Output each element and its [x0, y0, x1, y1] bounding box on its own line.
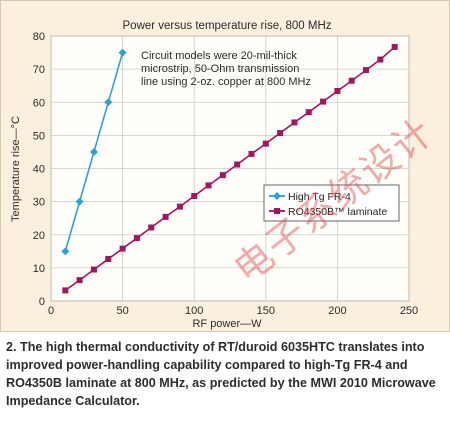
- annotation-line-1: Circuit models were 20-mil-thick: [141, 50, 297, 62]
- y-tick-label-30: 30: [33, 197, 45, 209]
- data-point-ro4350b-14: [262, 140, 269, 147]
- y-tick-label-20: 20: [33, 230, 45, 242]
- y-tick-label-50: 50: [33, 130, 45, 142]
- x-tick-label-200: 200: [328, 305, 346, 317]
- data-point-fr4-4: [118, 48, 127, 57]
- data-point-ro4350b-17: [305, 109, 312, 116]
- data-point-ro4350b-19: [334, 87, 341, 94]
- legend-label-fr4: High Tg FR-4: [288, 191, 351, 203]
- y-tick-label-40: 40: [33, 164, 45, 176]
- y-axis-label: Temperature rise—°C: [10, 116, 22, 222]
- x-axis-label: RF power—W: [192, 318, 262, 330]
- data-point-ro4350b-11: [219, 172, 226, 179]
- data-point-ro4350b-9: [191, 192, 198, 199]
- data-point-ro4350b-6: [148, 224, 155, 231]
- data-point-ro4350b-18: [320, 98, 327, 105]
- data-point-ro4350b-3: [105, 255, 112, 262]
- data-point-ro4350b-20: [348, 77, 355, 84]
- annotation-line-2: microstrip, 50-Ohm transmission: [141, 63, 299, 75]
- grid: [50, 35, 410, 302]
- data-point-fr4-0: [61, 247, 70, 256]
- y-tick-label-0: 0: [39, 296, 45, 308]
- y-tick-label-60: 60: [33, 97, 45, 109]
- data-point-fr4-1: [75, 197, 84, 206]
- data-point-ro4350b-8: [176, 203, 183, 210]
- legend-marker-ro4350b: [274, 208, 280, 214]
- data-point-ro4350b-12: [234, 161, 241, 168]
- data-point-ro4350b-0: [62, 287, 69, 294]
- data-point-fr4-2: [89, 147, 98, 156]
- data-point-ro4350b-15: [277, 130, 284, 137]
- data-point-ro4350b-1: [76, 277, 83, 284]
- data-point-ro4350b-23: [391, 43, 398, 50]
- y-tick-label-80: 80: [33, 31, 45, 43]
- axis-ticks: 0 10 20 30 40 50 60 70 80 0 50 100 150 200 250: [33, 31, 418, 317]
- y-tick-label-10: 10: [33, 263, 45, 275]
- x-tick-label-100: 100: [185, 305, 203, 317]
- data-point-ro4350b-21: [363, 67, 370, 74]
- legend-marker-fr4: [273, 192, 281, 200]
- legend-label-ro4350b: RO4350B™ laminate: [288, 206, 387, 218]
- x-tick-label-150: 150: [257, 305, 275, 317]
- data-point-ro4350b-2: [90, 266, 97, 273]
- data-point-fr4-3: [104, 98, 113, 107]
- x-tick-label-250: 250: [400, 305, 418, 317]
- y-tick-label-70: 70: [33, 64, 45, 76]
- data-point-ro4350b-4: [119, 245, 126, 252]
- chart-panel: Power versus temperature rise, 800 MHz 0…: [0, 0, 450, 332]
- chart-title: Power versus temperature rise, 800 MHz: [123, 20, 332, 32]
- data-point-ro4350b-10: [205, 182, 212, 189]
- series-group: [61, 43, 398, 294]
- x-tick-label-0: 0: [48, 305, 54, 317]
- data-point-ro4350b-16: [291, 119, 298, 126]
- x-tick-label-50: 50: [116, 305, 128, 317]
- data-point-ro4350b-7: [162, 213, 169, 220]
- chart: Power versus temperature rise, 800 MHz 0…: [10, 20, 418, 330]
- figure-caption: 2. The high thermal conductivity of RT/d…: [6, 340, 436, 408]
- legend: High Tg FR-4 RO4350B™ laminate: [263, 184, 400, 222]
- data-point-ro4350b-22: [377, 56, 384, 63]
- data-point-ro4350b-13: [248, 150, 255, 157]
- legend-box: [263, 184, 400, 222]
- data-point-ro4350b-5: [133, 235, 140, 242]
- annotation-line-3: line using 2-oz. copper at 800 MHz: [141, 76, 311, 88]
